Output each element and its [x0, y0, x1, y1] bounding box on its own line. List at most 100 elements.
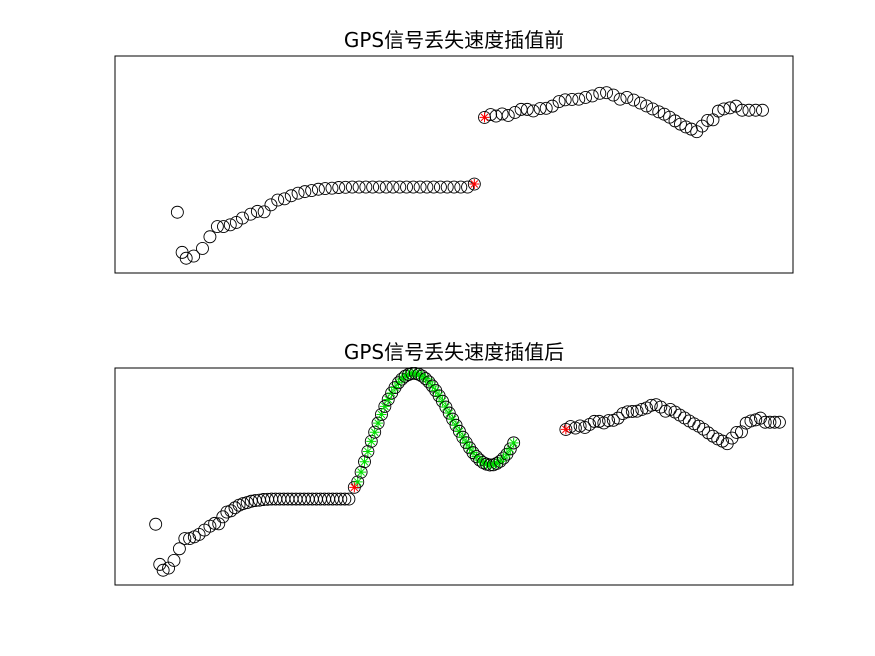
- data-point-star: [467, 447, 478, 458]
- data-point-circle: [600, 86, 613, 100]
- data-point-circle: [427, 180, 441, 194]
- data-point-star: [383, 394, 394, 405]
- data-point-circle: [433, 180, 447, 194]
- data-point-circle: [250, 204, 264, 218]
- data-point-circle: [558, 93, 572, 107]
- data-point-circle: [224, 504, 238, 518]
- data-point-circle: [339, 180, 352, 194]
- data-point-star: [352, 476, 363, 487]
- data-point-star: [451, 420, 462, 431]
- data-point-circle: [735, 103, 749, 117]
- data-point-circle: [372, 180, 386, 194]
- data-point-star: [366, 436, 377, 447]
- data-point-circle: [393, 180, 407, 194]
- data-point-circle: [772, 415, 786, 429]
- data-point-circle: [178, 532, 192, 546]
- data-point-circle: [602, 414, 616, 427]
- series-original-before-gap: [149, 480, 361, 577]
- data-point-circle: [467, 177, 481, 191]
- data-point-circle: [264, 198, 278, 212]
- data-point-circle: [203, 519, 217, 533]
- data-point-circle: [572, 92, 586, 106]
- data-point-circle: [454, 180, 468, 194]
- data-point-star: [410, 368, 421, 379]
- data-point-circle: [768, 415, 782, 429]
- data-point-circle: [381, 393, 395, 406]
- data-point-circle: [507, 436, 521, 450]
- data-point-circle: [587, 414, 601, 428]
- data-point-circle: [210, 220, 224, 234]
- chart-panel-after: GPS信号丢失速度插值后: [0, 328, 875, 656]
- data-point-circle: [706, 113, 720, 127]
- data-point-star: [413, 369, 424, 380]
- data-point-circle: [257, 205, 271, 219]
- data-point-circle: [640, 99, 654, 113]
- data-point-circle: [240, 496, 254, 509]
- data-point-star: [481, 459, 492, 470]
- data-point-star: [417, 371, 428, 382]
- data-point-circle: [687, 417, 701, 431]
- data-point-circle: [754, 411, 767, 425]
- data-point-circle: [585, 89, 599, 103]
- data-point-circle: [425, 379, 439, 393]
- data-point-star: [376, 409, 387, 420]
- data-point-circle: [172, 542, 186, 556]
- data-point-circle: [325, 181, 339, 195]
- data-point-circle: [644, 398, 658, 412]
- data-point-circle: [620, 90, 634, 104]
- data-point-circle: [565, 92, 579, 106]
- data-point-star: [379, 401, 390, 412]
- data-point-circle: [495, 107, 509, 121]
- data-point-circle: [552, 95, 566, 109]
- data-point-circle: [539, 101, 553, 115]
- data-point-circle: [352, 180, 366, 194]
- data-point-circle: [305, 184, 319, 197]
- data-point-circle: [398, 369, 412, 383]
- data-point-star: [437, 396, 448, 407]
- data-point-circle: [358, 455, 371, 469]
- data-point-star: [447, 414, 458, 425]
- data-point-circle: [697, 422, 710, 436]
- data-point-circle: [508, 105, 522, 119]
- data-point-circle: [318, 182, 332, 196]
- series-interpolated: [351, 366, 521, 489]
- data-point-circle: [625, 404, 639, 418]
- scatter-plot-after: [114, 366, 794, 586]
- series-original: [170, 86, 769, 265]
- data-point-circle: [501, 109, 515, 122]
- data-point-circle: [228, 501, 242, 515]
- data-point-circle: [533, 102, 547, 115]
- data-point-circle: [371, 416, 385, 430]
- data-point-circle: [284, 189, 298, 203]
- chart-panel-before: GPS信号丢失速度插值前: [114, 28, 794, 274]
- data-point-star: [359, 456, 370, 467]
- data-point-circle: [334, 492, 348, 506]
- data-point-circle: [278, 192, 291, 206]
- data-point-star: [479, 112, 490, 123]
- data-point-circle: [723, 101, 737, 115]
- data-point-circle: [187, 249, 201, 263]
- data-point-star: [469, 179, 480, 190]
- data-point-circle: [654, 400, 668, 414]
- data-point-circle: [386, 180, 400, 194]
- data-point-circle: [298, 185, 312, 199]
- data-point-circle: [652, 105, 666, 119]
- data-point-star: [488, 459, 499, 470]
- data-point-circle: [679, 120, 693, 134]
- data-point-circle: [208, 516, 222, 530]
- data-point-star: [474, 455, 485, 466]
- data-point-circle: [742, 103, 756, 117]
- data-point-star: [362, 446, 373, 457]
- data-point-circle: [606, 88, 620, 102]
- data-point-circle: [223, 218, 237, 232]
- data-point-star: [491, 458, 502, 469]
- data-point-star: [498, 453, 509, 464]
- data-point-star: [454, 426, 465, 437]
- data-point-star: [560, 424, 571, 435]
- data-point-circle: [756, 103, 769, 117]
- data-point-circle: [440, 180, 454, 194]
- data-point-circle: [359, 180, 373, 194]
- data-point-star: [444, 408, 455, 419]
- data-point-star: [478, 457, 489, 468]
- data-point-circle: [461, 180, 475, 194]
